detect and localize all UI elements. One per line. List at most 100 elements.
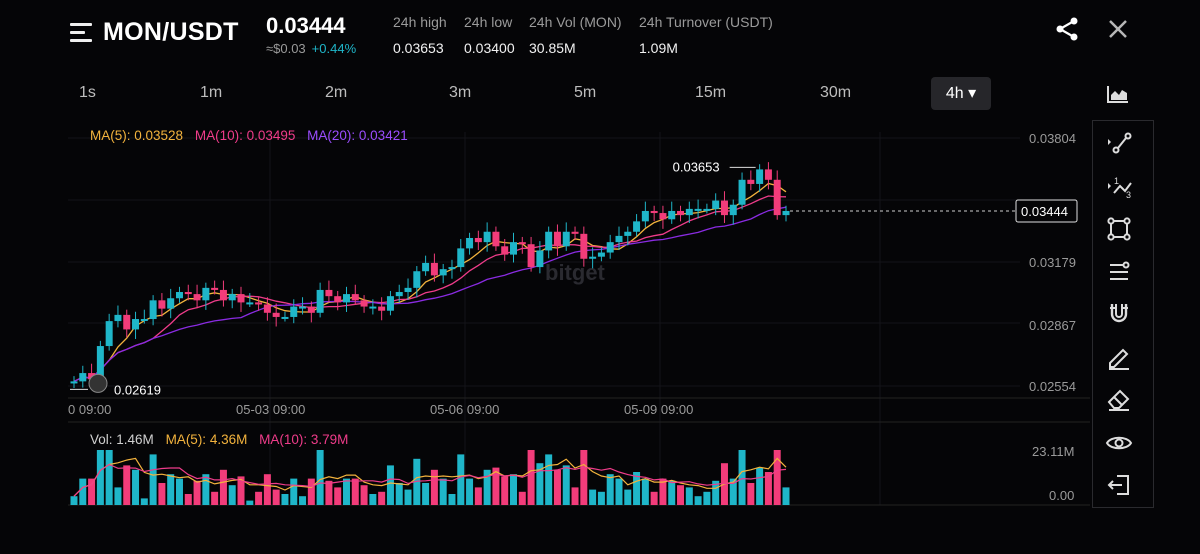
candle-body <box>580 233 588 259</box>
ma-legend: MA(5): 0.03528 MA(10): 0.03495 MA(20): 0… <box>90 128 416 143</box>
candle-body <box>562 231 570 247</box>
candle-body <box>334 296 342 303</box>
candle-body <box>184 292 192 295</box>
svg-text:3: 3 <box>1126 190 1131 200</box>
low-label: 0.02619 <box>114 382 161 397</box>
volume-bar <box>167 474 175 505</box>
pencil-icon[interactable] <box>1105 343 1133 371</box>
magnet-icon[interactable] <box>1105 299 1133 327</box>
volume-bar <box>448 494 456 505</box>
price-change: +0.44% <box>311 41 357 56</box>
exit-icon[interactable] <box>1105 471 1133 499</box>
volume-bar <box>307 478 315 505</box>
candle-body <box>307 306 315 313</box>
candle-body <box>457 248 465 268</box>
timeframe-2m[interactable]: 2m <box>325 84 348 101</box>
chart-canvas[interactable]: bitget 0.03804 0.03179 0.02867 0.02554 0 09:… <box>0 120 1090 510</box>
candle-body <box>633 221 641 232</box>
vol-ma10-line <box>73 463 787 497</box>
timeframe-15m[interactable]: 15m <box>695 84 727 101</box>
volume-bar <box>633 472 641 505</box>
ma5-line <box>73 182 787 382</box>
candle-body <box>738 179 746 205</box>
timeframe-1s[interactable]: 1s <box>79 84 96 101</box>
candle-body <box>281 316 289 319</box>
horizontal-line-icon[interactable] <box>1105 257 1133 285</box>
trading-pair[interactable]: MON/USDT <box>103 18 239 46</box>
vol-ma5-legend: MA(5): 4.36M <box>165 432 248 447</box>
volume-bar <box>290 478 298 505</box>
volume-bar <box>105 450 113 505</box>
area-chart-icon[interactable] <box>1106 84 1130 104</box>
price-usd: ≈$0.03 <box>266 41 306 56</box>
last-price: 0.03444 <box>266 13 346 38</box>
rectangle-icon[interactable] <box>1105 215 1133 243</box>
volume-bar <box>562 465 570 505</box>
volume-bar <box>334 487 342 505</box>
volume-bar <box>589 489 597 505</box>
candlestick-chart[interactable]: bitget 0.03804 0.03179 0.02867 0.02554 0 09:… <box>0 120 1090 510</box>
eraser-icon[interactable] <box>1105 385 1133 413</box>
share-icon[interactable] <box>1054 16 1080 42</box>
high-label: 0.03653 <box>673 159 720 174</box>
menu-icon[interactable] <box>70 23 92 43</box>
candle-body <box>79 373 87 382</box>
eye-icon[interactable] <box>1105 429 1133 457</box>
timeframe-30m[interactable]: 30m <box>820 84 852 101</box>
candle-body <box>149 300 157 320</box>
candle-body <box>211 287 219 290</box>
timeframe-4h-dropdown[interactable]: 4h ▾ <box>931 77 991 110</box>
candle-body <box>685 208 693 216</box>
candle-body <box>325 289 333 297</box>
candle-body <box>712 200 720 209</box>
volume-bar <box>694 496 702 505</box>
volume-bar <box>158 483 166 505</box>
volume-bar <box>255 491 263 505</box>
volume-bar <box>466 478 474 505</box>
timeframe-1m[interactable]: 1m <box>200 84 223 101</box>
volume-bar <box>342 478 350 505</box>
volume-bar <box>123 465 131 505</box>
timeframe-5m[interactable]: 5m <box>574 84 597 101</box>
candle-body <box>536 250 544 268</box>
volume-bar <box>325 480 333 505</box>
volume-bar <box>553 469 561 505</box>
candle-body <box>175 292 183 299</box>
volume-bar <box>439 478 447 505</box>
candle-body <box>167 298 175 309</box>
trend-line-icon[interactable] <box>1105 129 1133 157</box>
candle-body <box>747 179 755 184</box>
volume-bar <box>386 465 394 505</box>
candle-body <box>88 373 96 380</box>
volume-bar <box>219 469 227 505</box>
volume-bar <box>211 491 219 505</box>
timeframe-3m[interactable]: 3m <box>449 84 472 101</box>
volume-bar <box>501 476 509 505</box>
vol-ma10-legend: MA(10): 3.79M <box>259 432 349 447</box>
candle-body <box>729 204 737 216</box>
candle-body <box>369 306 377 309</box>
candle-body <box>764 169 772 180</box>
candle-body <box>202 287 210 301</box>
candle-body <box>606 242 614 253</box>
candle-body <box>703 208 711 211</box>
close-icon[interactable] <box>1106 17 1130 41</box>
candle-body <box>246 302 254 305</box>
volume-legend: Vol: 1.46M MA(5): 4.36M MA(10): 3.79M <box>90 432 356 447</box>
candle-body <box>677 210 685 216</box>
volume-bar <box>79 478 87 505</box>
stat-24h-high: 24h high 0.03653 <box>393 14 447 56</box>
volume-bar <box>175 478 183 505</box>
candle-body <box>70 381 78 384</box>
volume-bar <box>492 467 500 505</box>
candle-body <box>466 237 474 249</box>
volume-bar <box>510 474 518 505</box>
volume-bar <box>624 489 632 505</box>
volume-bar <box>184 494 192 505</box>
candle-body <box>158 300 166 309</box>
stat-label: 24h low <box>464 14 513 30</box>
volume-bar <box>685 487 693 505</box>
candle-body <box>553 231 561 247</box>
price-axis-label: 0.03179 <box>1029 255 1076 270</box>
